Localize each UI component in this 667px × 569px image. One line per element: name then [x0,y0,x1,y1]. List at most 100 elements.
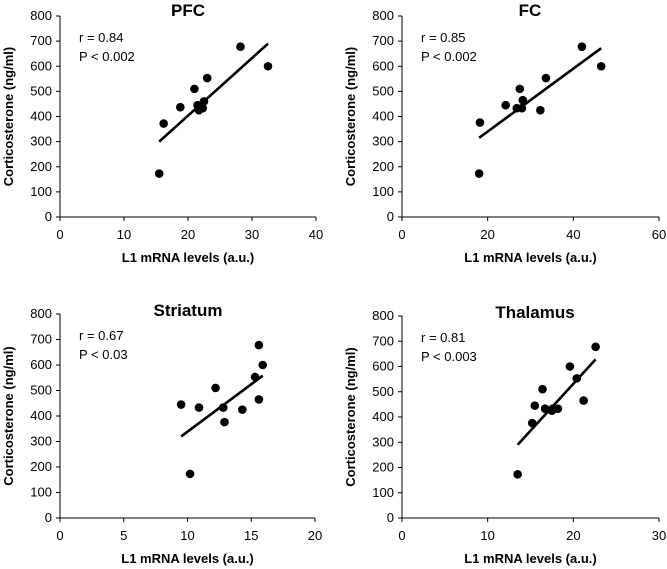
y-tick-label: 100 [30,184,52,199]
chart-panel: 0 100 200 300 400 500 600 700 800 0 5 10 15 20 Striatu… [1,301,322,566]
y-axis-label: Corticosterone (ng/ml) [343,47,358,186]
x-tick-label: 15 [244,528,258,543]
data-point [263,61,273,71]
chart-panel: 0 100 200 300 400 500 600 700 800 0 20 40 60 FC L1 mRN… [343,1,666,265]
data-point [572,374,582,383]
y-tick-label: 700 [372,333,394,348]
stat-annotation: r = 0.81 [421,330,465,345]
x-axis-label: L1 mRNA levels (a.u.) [121,551,253,566]
data-point [565,362,575,371]
data-point [250,372,260,382]
data-point [530,401,540,410]
y-tick-label: 600 [372,58,394,73]
data-point [527,418,537,428]
trend-line [478,47,602,139]
y-tick-label: 600 [30,357,52,372]
y-tick-label: 0 [45,510,52,525]
data-point [515,84,525,94]
y-tick-label: 600 [30,58,52,73]
y-tick-label: 200 [30,159,52,174]
y-tick-label: 500 [30,383,52,398]
y-tick-label: 700 [30,332,52,347]
data-point [475,118,485,127]
x-tick-label: 20 [308,528,322,543]
y-axis-label: Corticosterone (ng/ml) [1,346,16,485]
trend-line [158,42,269,143]
y-tick-label: 800 [372,308,394,323]
data-point [541,73,551,83]
y-axis-label: Corticosterone (ng/ml) [1,47,16,186]
x-tick-label: 10 [180,528,194,543]
y-tick-label: 300 [30,434,52,449]
data-point [185,469,195,479]
y-tick-label: 700 [30,33,52,48]
data-point [220,417,229,427]
y-tick-label: 400 [30,109,52,124]
x-tick-label: 10 [117,227,131,242]
chart-title: FC [519,1,542,20]
data-point [254,340,264,350]
x-tick-label: 0 [398,528,405,543]
y-tick-label: 300 [30,134,52,149]
x-tick-label: 20 [566,528,580,543]
x-tick-label: 40 [566,227,580,242]
y-tick-label: 300 [372,434,394,449]
data-point [517,103,527,113]
data-point [236,42,245,51]
x-tick-label: 20 [480,227,494,242]
y-tick-label: 400 [372,109,394,124]
data-point [513,470,522,479]
x-tick-label: 30 [652,528,666,543]
data-point [199,97,209,106]
y-tick-label: 100 [372,485,394,500]
y-tick-label: 300 [372,134,394,149]
stat-annotation: r = 0.67 [79,328,123,343]
chart-panel: 0 100 200 300 400 500 600 700 800 0 10 20 30 40 PFC L1 … [1,1,323,265]
x-axis-label: L1 mRNA levels (a.u.) [464,551,596,566]
y-axis-label: Corticosterone (ng/ml) [343,347,358,486]
data-point [577,42,587,51]
data-point [190,84,199,94]
chart-panel: 0 100 200 300 400 500 600 700 800 0 10 20 30 Thalamus… [343,303,666,566]
y-tick-label: 200 [372,460,394,475]
stat-annotation: P < 0.003 [421,349,477,364]
data-point [202,73,212,83]
y-tick-label: 800 [30,306,52,321]
x-tick-label: 40 [309,227,323,242]
x-tick-label: 0 [56,528,63,543]
x-axis-label: L1 mRNA levels (a.u.) [122,250,254,265]
x-tick-label: 0 [398,227,405,242]
y-tick-label: 100 [30,485,52,500]
stat-annotation: r = 0.84 [79,30,123,45]
data-point [159,119,168,128]
data-point [553,404,563,413]
data-point [176,400,186,409]
data-point [218,403,228,412]
stat-annotation: r = 0.85 [421,30,465,45]
y-tick-label: 200 [30,459,52,474]
data-point [536,105,545,115]
stat-annotation: P < 0.002 [421,49,477,64]
x-tick-label: 10 [480,528,494,543]
y-tick-label: 800 [372,8,394,23]
y-tick-label: 500 [372,384,394,399]
chart-title: PFC [171,1,205,20]
data-point [176,102,185,112]
chart-title: Striatum [154,301,223,320]
data-point [198,103,208,113]
y-tick-label: 600 [372,359,394,374]
data-point [591,342,600,352]
x-tick-label: 0 [56,227,63,242]
y-tick-label: 0 [387,510,394,525]
data-point [194,403,204,412]
data-point [596,61,606,71]
y-tick-label: 100 [372,184,394,199]
y-tick-label: 500 [372,83,394,98]
data-point [518,95,528,105]
x-tick-label: 60 [652,227,666,242]
data-point [254,395,264,404]
x-tick-label: 30 [245,227,259,242]
data-point [538,384,547,394]
y-tick-label: 500 [30,83,52,98]
